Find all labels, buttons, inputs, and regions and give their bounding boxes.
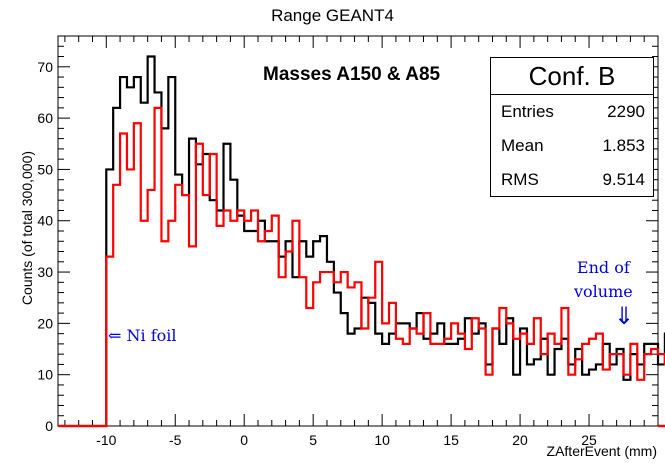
stats-entries-row: Entries 2290 [491, 95, 653, 129]
x-tick-label: -10 [96, 432, 116, 448]
stats-mean-label: Mean [501, 136, 544, 155]
stats-box: Conf. B Entries 2290 Mean 1.853 RMS 9.51… [490, 57, 654, 197]
x-tick-label: 15 [443, 432, 459, 448]
y-axis-label: Counts (of total 300,000) [19, 150, 35, 306]
y-tick-label: 30 [37, 264, 53, 280]
stats-mean-row: Mean 1.853 [491, 129, 653, 163]
stats-entries-value: 2290 [607, 102, 645, 121]
y-tick-label: 70 [37, 59, 53, 75]
ni-foil-annotation: ⇐ Ni foil [108, 326, 177, 345]
series-a85-line [58, 106, 665, 428]
chart-title: Range GEANT4 [271, 6, 394, 25]
stats-rms-label: RMS [501, 170, 539, 189]
y-tick-label: 50 [37, 161, 53, 177]
stats-title: Conf. B [491, 58, 653, 95]
y-tick-label: 40 [37, 213, 53, 229]
x-tick-label: -5 [169, 432, 182, 448]
left-double-arrow-icon: ⇐ [108, 326, 122, 345]
x-tick-label: 10 [374, 432, 390, 448]
x-axis-label: ZAfterEvent (mm) [546, 443, 657, 459]
x-tick-label: 5 [309, 432, 317, 448]
end-of-volume-annotation: End of volume [574, 256, 633, 304]
y-tick-label: 20 [37, 315, 53, 331]
stats-rms-row: RMS 9.514 [491, 163, 653, 197]
y-tick-label: 10 [37, 367, 53, 383]
x-tick-label: 20 [512, 432, 528, 448]
x-tick-label: 0 [240, 432, 248, 448]
ni-foil-label: Ni foil [126, 326, 177, 345]
end-of-volume-line2: volume [574, 282, 633, 301]
masses-annotation: Masses A150 & A85 [263, 64, 441, 85]
x-tick-label: 25 [581, 432, 597, 448]
y-tick-label: 60 [37, 110, 53, 126]
end-of-volume-line1: End of [576, 258, 630, 277]
stats-rms-value: 9.514 [602, 170, 645, 189]
y-tick-label: 0 [45, 418, 53, 434]
stats-mean-value: 1.853 [602, 136, 645, 155]
down-double-arrow-icon: ⇓ [614, 303, 635, 330]
stats-entries-label: Entries [501, 102, 554, 121]
